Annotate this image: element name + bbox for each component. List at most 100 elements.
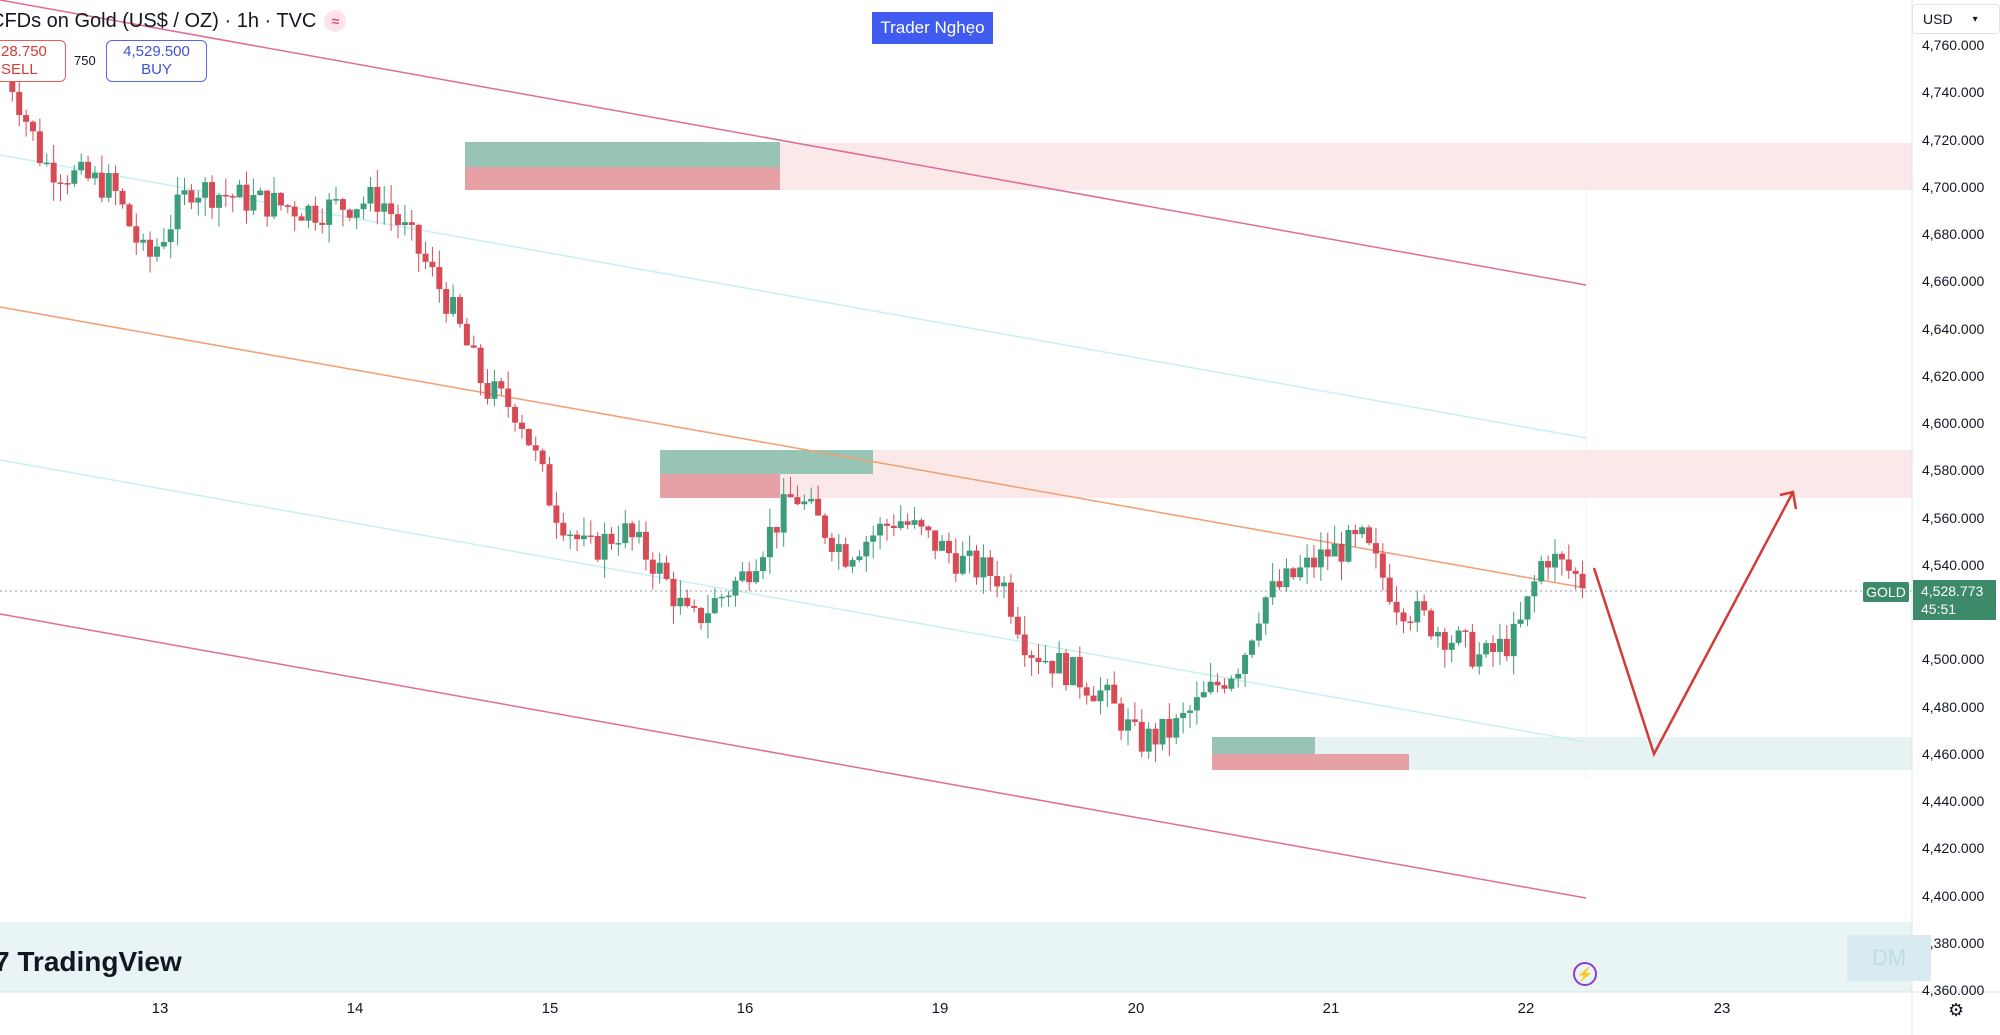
candle-body[interactable] [1255,623,1262,641]
candle-body[interactable] [1056,653,1063,674]
candle-body[interactable] [835,544,842,552]
mid-channel-lower-line[interactable] [0,459,1587,743]
candle-body[interactable] [973,550,980,578]
candle-body[interactable] [1552,553,1559,568]
candle-body[interactable] [395,214,401,226]
candle-body[interactable] [71,170,78,184]
candle-body[interactable] [1352,529,1359,535]
order-block-green-2[interactable] [660,450,873,474]
candle-body[interactable] [1028,655,1035,658]
candle-body[interactable] [98,172,105,198]
sell-button[interactable]: 28.750 SELL [0,40,66,82]
candle-body[interactable] [1262,597,1269,624]
candle-body[interactable] [1214,681,1221,686]
candle-body[interactable] [663,562,670,579]
candle-body[interactable] [305,205,312,221]
candle-body[interactable] [684,597,691,606]
candle-body[interactable] [1200,692,1207,698]
candle-body[interactable] [1021,634,1028,656]
candle-body[interactable] [443,289,450,314]
symbol-title[interactable]: CFDs on Gold (US$ / OZ) · 1h · TVC [0,9,317,32]
candle-body[interactable] [560,522,567,536]
symbol-header[interactable]: CFDs on Gold (US$ / OZ) · 1h · TVC ≈ [0,6,347,36]
candle-body[interactable] [333,199,340,201]
candle-body[interactable] [436,267,443,290]
projection-arrow[interactable] [1592,490,1798,758]
candle-body[interactable] [622,523,629,544]
candle-body[interactable] [1503,638,1510,657]
candle-body[interactable] [1145,728,1152,752]
candle-body[interactable] [932,530,939,551]
candle-body[interactable] [167,229,174,243]
candle-body[interactable] [16,91,23,116]
candle-body[interactable] [1090,695,1097,702]
candle-body[interactable] [918,520,925,527]
candle-body[interactable] [1104,684,1111,691]
candle-body[interactable] [229,196,236,198]
candle-body[interactable] [546,464,553,506]
candle-body[interactable] [1049,660,1056,674]
candle-body[interactable] [57,182,64,184]
candle-body[interactable] [209,182,216,208]
candle-body[interactable] [1131,719,1138,722]
candle-body[interactable] [312,205,319,223]
candle-body[interactable] [181,190,188,195]
candle-body[interactable] [1242,654,1249,674]
candle-body[interactable] [64,183,71,185]
candle-body[interactable] [1310,557,1317,568]
orange-trend-line[interactable] [0,306,1587,589]
candle-body[interactable] [463,323,470,346]
candle-body[interactable] [980,557,987,578]
candle-body[interactable] [429,261,436,268]
candle-body[interactable] [36,131,43,164]
candle-body[interactable] [353,209,360,218]
candle-body[interactable] [677,597,684,607]
candle-body[interactable] [1441,632,1448,650]
candle-body[interactable] [1283,568,1290,588]
candle-body[interactable] [636,531,643,538]
candle-body[interactable] [450,296,457,314]
candle-body[interactable] [401,222,408,226]
candle-body[interactable] [470,345,477,348]
candle-body[interactable] [1462,630,1469,632]
candle-body[interactable] [243,184,250,211]
candle-body[interactable] [1001,582,1008,587]
candle-body[interactable] [422,253,429,262]
candle-body[interactable] [339,199,346,210]
candle-body[interactable] [1138,721,1145,752]
candle-body[interactable] [525,428,532,446]
candle-body[interactable] [415,224,422,254]
candle-body[interactable] [105,173,112,198]
candle-body[interactable] [298,216,305,221]
candle-body[interactable] [1111,684,1118,704]
candle-body[interactable] [794,497,801,505]
candle-body[interactable] [897,521,904,529]
candle-body[interactable] [773,526,780,533]
candle-body[interactable] [1483,643,1490,655]
candle-body[interactable] [870,535,877,542]
candle-body[interactable] [883,523,890,526]
candle-body[interactable] [1517,619,1524,624]
mid-channel-upper-line[interactable] [0,154,1587,439]
candle-body[interactable] [808,498,815,502]
candle-body[interactable] [1069,657,1076,686]
candle-body[interactable] [388,203,395,215]
candle-body[interactable] [815,498,822,516]
candle-body[interactable] [1393,601,1400,613]
candle-body[interactable] [1063,653,1070,686]
candle-body[interactable] [498,381,505,389]
candle-body[interactable] [1331,543,1338,557]
candle-body[interactable] [753,571,760,583]
candle-body[interactable] [491,381,498,399]
candle-body[interactable] [1207,681,1214,693]
candle-body[interactable] [43,162,50,165]
candle-body[interactable] [1379,553,1386,578]
candle-body[interactable] [711,598,718,614]
candle-body[interactable] [649,559,656,574]
lightning-icon[interactable]: ⚡ [1573,962,1597,986]
candle-body[interactable] [1366,527,1373,544]
order-block-red-3[interactable] [1212,754,1409,770]
candle-body[interactable] [1538,561,1545,582]
candle-body[interactable] [284,205,291,207]
candle-body[interactable] [1531,581,1538,597]
